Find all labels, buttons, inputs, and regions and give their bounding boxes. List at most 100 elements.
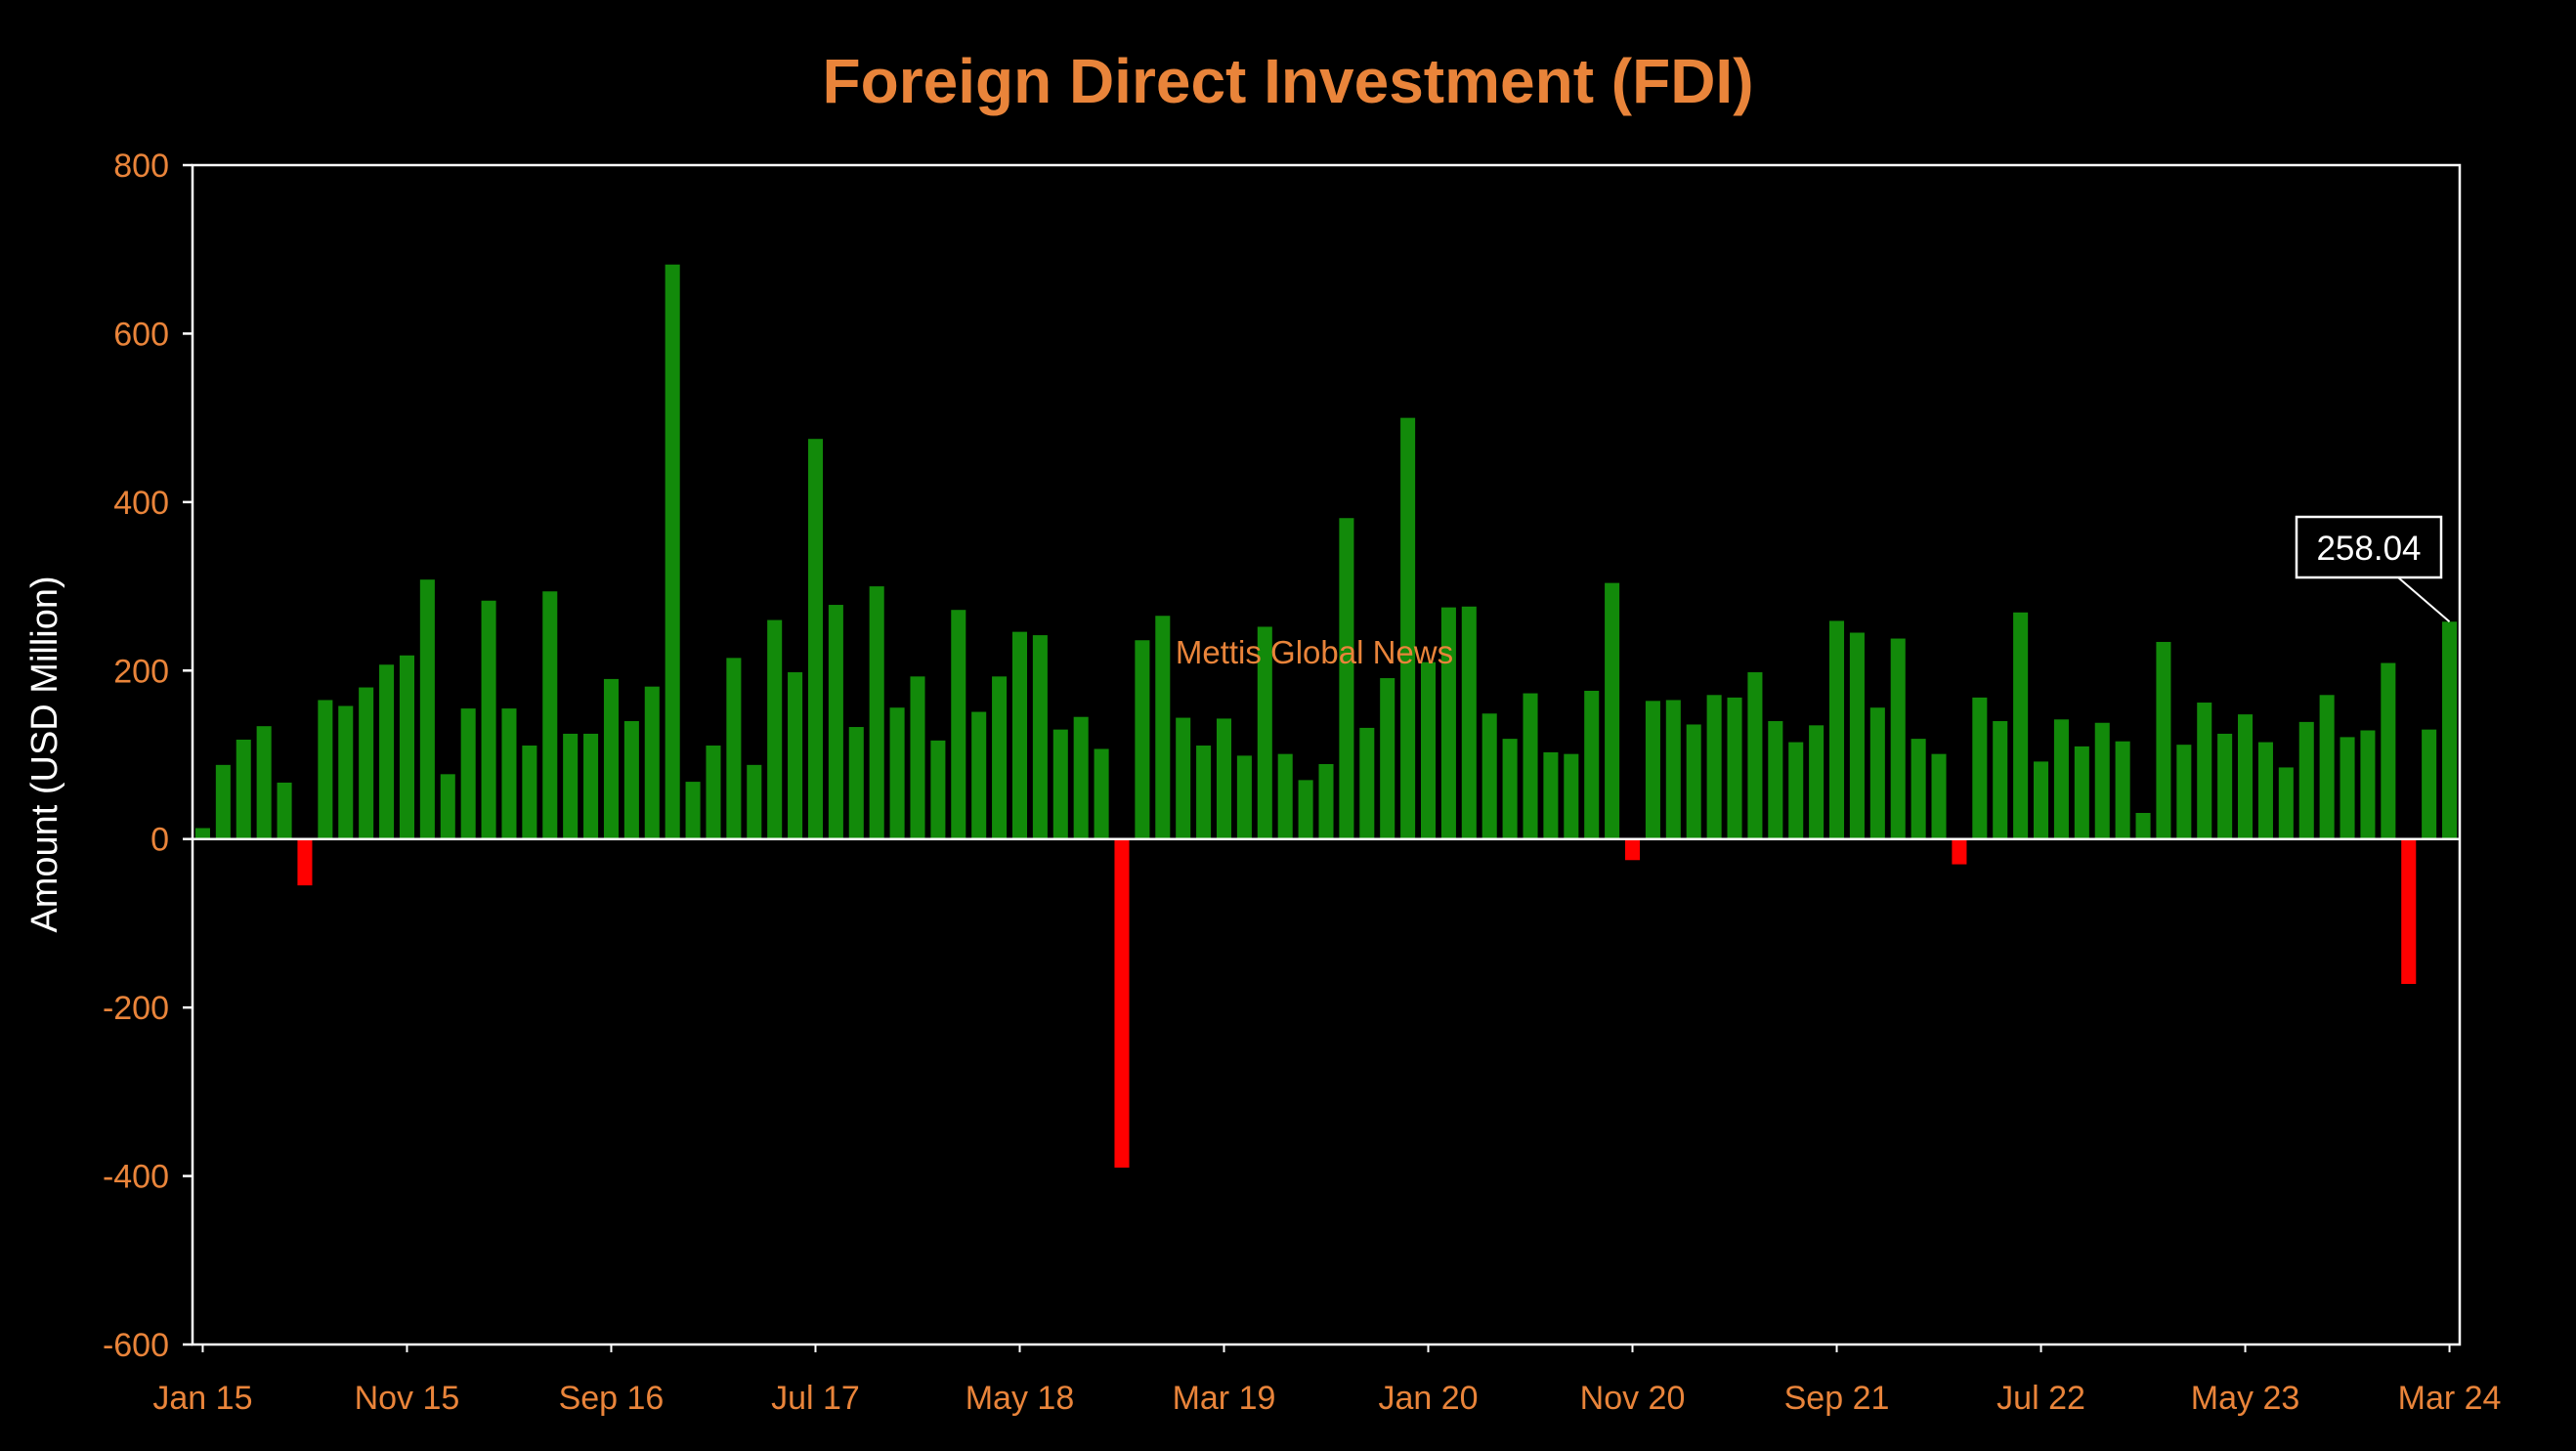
bar-mar-23 — [2197, 703, 2212, 839]
x-tick-label: Sep 21 — [1784, 1380, 1890, 1417]
x-tick-label: May 18 — [966, 1380, 1075, 1417]
bar-sep-19 — [1339, 518, 1354, 839]
bar-may-17 — [767, 619, 783, 839]
x-tick-label: May 23 — [2191, 1380, 2300, 1417]
bar-sep-20 — [1584, 690, 1600, 839]
bar-feb-17 — [706, 746, 721, 839]
bar-oct-23 — [2340, 737, 2355, 839]
bar-dec-16 — [665, 264, 680, 839]
bar-jan-23 — [2156, 641, 2171, 839]
bar-jun-19 — [1277, 753, 1293, 839]
y-tick-label: -200 — [103, 990, 169, 1027]
y-tick-label: 800 — [113, 148, 169, 185]
bar-sep-18 — [1094, 748, 1109, 839]
bar-nov-16 — [644, 686, 660, 839]
bar-jun-15 — [297, 838, 313, 886]
bar-oct-15 — [379, 664, 395, 839]
y-axis-ticks: 800 600 400 200 0 -200 -400 -600 — [103, 148, 193, 1364]
bar-jan-22 — [1911, 739, 1926, 839]
bar-dec-22 — [2135, 812, 2151, 839]
bar-nov-17 — [889, 707, 905, 839]
x-tick-label: Nov 15 — [355, 1380, 460, 1417]
bar-jul-20 — [1543, 751, 1559, 839]
bar-dec-20 — [1645, 701, 1660, 839]
x-axis-ticks: Jan 15 Nov 15 Sep 16 Jul 17 May 18 Mar 19 Jan … — [152, 1344, 2501, 1417]
bar-series — [194, 264, 2458, 1168]
bar-jan-15 — [194, 828, 210, 839]
bar-jun-21 — [1768, 721, 1783, 839]
bar-sep-23 — [2319, 695, 2335, 839]
bar-mar-15 — [236, 739, 251, 839]
bar-feb-21 — [1686, 724, 1701, 839]
bar-aug-21 — [1809, 725, 1825, 839]
y-tick-label: -400 — [103, 1159, 169, 1196]
bar-jan-19 — [1176, 717, 1191, 839]
bar-feb-24 — [2422, 729, 2437, 839]
y-tick-label: 0 — [150, 822, 169, 859]
bar-may-19 — [1257, 626, 1272, 839]
x-tick-label: Mar 24 — [2398, 1380, 2502, 1417]
bar-aug-19 — [1318, 763, 1334, 839]
bar-jun-20 — [1523, 693, 1538, 839]
bar-sep-22 — [2074, 746, 2089, 839]
bar-nov-22 — [2115, 741, 2130, 839]
bar-jul-17 — [807, 439, 824, 839]
bar-apr-17 — [747, 764, 762, 839]
x-tick-label: Jul 17 — [771, 1380, 860, 1417]
bar-aug-18 — [1073, 716, 1089, 839]
bar-apr-21 — [1727, 697, 1742, 839]
x-tick-label: Jul 22 — [1996, 1380, 2085, 1417]
bar-may-22 — [1993, 721, 2008, 839]
bar-jan-16 — [440, 774, 455, 839]
bar-mar-18 — [971, 711, 987, 839]
bar-oct-17 — [869, 586, 884, 839]
bar-may-15 — [277, 782, 292, 839]
bar-oct-21 — [1849, 632, 1865, 839]
bar-mar-21 — [1706, 695, 1722, 839]
bar-may-18 — [1011, 631, 1028, 839]
x-tick-label: Jan 15 — [152, 1380, 252, 1417]
bar-apr-15 — [256, 726, 272, 839]
bar-jul-19 — [1298, 780, 1313, 839]
bar-sep-21 — [1828, 620, 1845, 839]
bar-jul-18 — [1052, 729, 1068, 839]
bar-jun-16 — [542, 591, 558, 839]
y-tick-label: -600 — [103, 1327, 169, 1364]
bar-aug-23 — [2298, 721, 2314, 839]
bar-aug-15 — [338, 705, 354, 839]
bar-oct-19 — [1359, 727, 1375, 839]
plot-area-border — [191, 163, 2462, 1346]
watermark-text: Mettis Global News — [1176, 634, 1453, 670]
bar-apr-23 — [2217, 733, 2233, 839]
bar-jan-18 — [930, 740, 946, 839]
bar-oct-20 — [1605, 582, 1620, 839]
callout-leader-line — [2397, 576, 2451, 623]
bar-apr-16 — [501, 708, 517, 839]
bar-may-21 — [1747, 672, 1763, 839]
x-tick-label: Nov 20 — [1580, 1380, 1686, 1417]
bar-sep-15 — [359, 687, 374, 839]
bar-jul-16 — [563, 733, 579, 839]
bar-jul-22 — [2034, 761, 2049, 839]
x-tick-label: Mar 19 — [1173, 1380, 1276, 1417]
bar-apr-19 — [1236, 755, 1252, 839]
bar-jun-18 — [1032, 635, 1048, 839]
bar-nov-21 — [1869, 707, 1885, 839]
bar-jul-15 — [318, 700, 333, 839]
bar-feb-23 — [2176, 745, 2192, 839]
bar-aug-22 — [2053, 719, 2069, 839]
last-value-callout: 258.04 — [2295, 515, 2451, 623]
bar-mar-20 — [1461, 606, 1477, 839]
y-tick-label: 600 — [113, 316, 169, 353]
bar-mar-24 — [2442, 621, 2458, 839]
bar-jan-21 — [1665, 700, 1681, 839]
bar-nov-19 — [1380, 678, 1395, 839]
bar-jun-22 — [2013, 612, 2029, 839]
bar-apr-22 — [1972, 697, 1988, 839]
chart-title: Foreign Direct Investment (FDI) — [823, 46, 1754, 116]
bar-may-16 — [522, 746, 537, 839]
bar-oct-16 — [623, 721, 639, 839]
bar-feb-18 — [951, 610, 966, 839]
bar-jul-21 — [1788, 742, 1804, 839]
bar-nov-18 — [1135, 640, 1150, 839]
